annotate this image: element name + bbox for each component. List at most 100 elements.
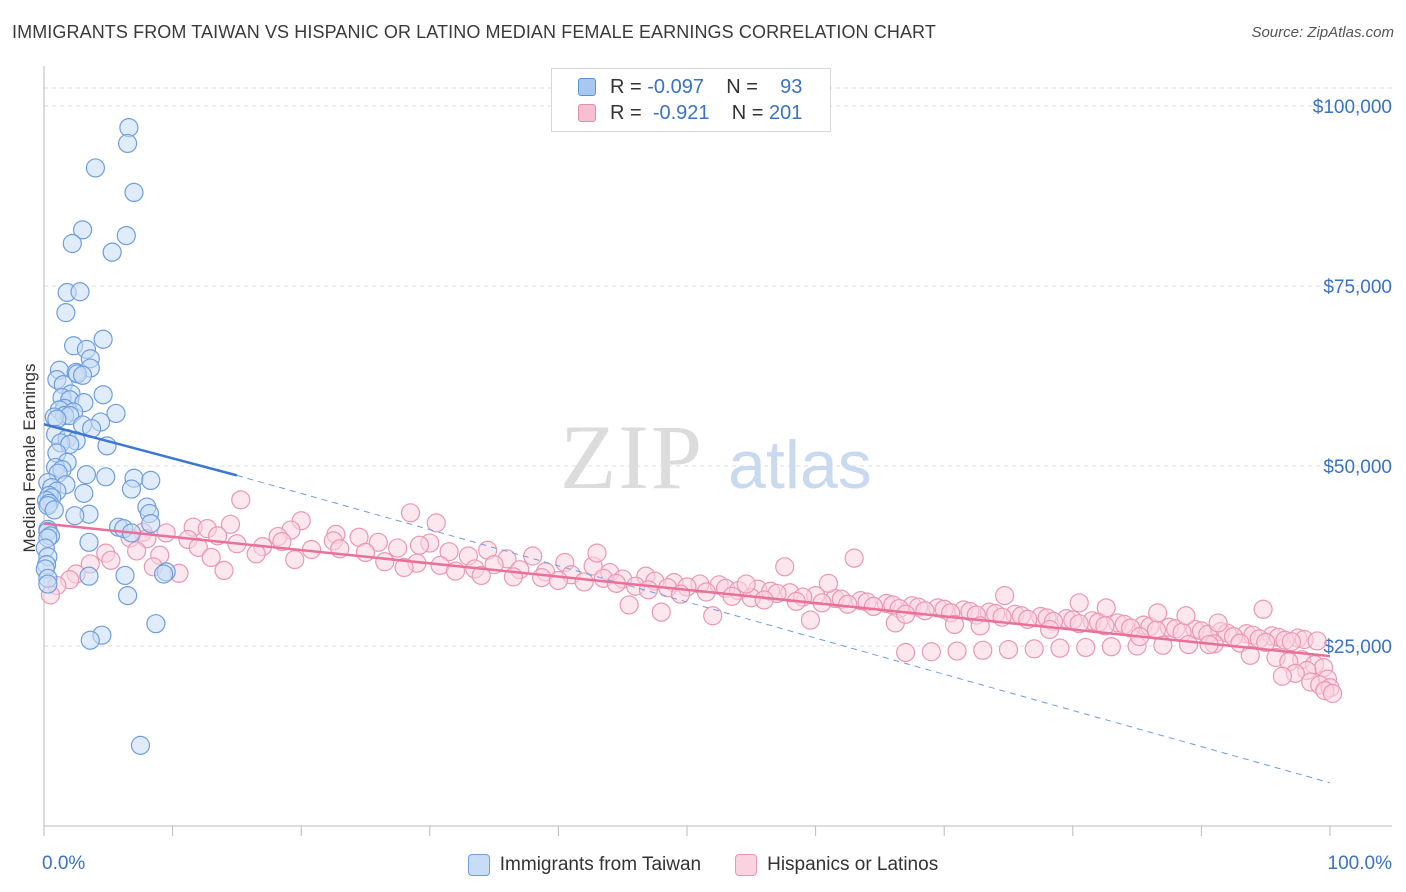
point-hispanics	[246, 544, 266, 564]
point-hispanics	[532, 567, 552, 588]
point-taiwan	[119, 117, 139, 138]
watermark-zip: ZIP	[560, 406, 704, 508]
point-taiwan	[141, 470, 161, 490]
point-hispanics	[915, 601, 935, 621]
point-hispanics	[703, 606, 723, 626]
point-hispanics	[523, 546, 543, 566]
series-legend-taiwan[interactable]: Immigrants from Taiwan	[467, 854, 702, 876]
legend-n-label: N =	[731, 101, 764, 124]
point-taiwan	[115, 565, 135, 586]
point-hispanics	[394, 557, 414, 578]
point-hispanics	[1256, 632, 1276, 653]
point-taiwan	[93, 385, 113, 405]
point-hispanics	[426, 513, 446, 533]
point-taiwan	[116, 226, 136, 246]
point-taiwan	[80, 630, 100, 650]
series-legend-label-taiwan: Immigrants from Taiwan	[499, 854, 702, 875]
point-hispanics	[548, 570, 569, 591]
point-hispanics	[1069, 614, 1089, 634]
point-taiwan	[72, 365, 93, 385]
point-taiwan	[141, 513, 161, 534]
point-hispanics	[863, 596, 884, 617]
point-hispanics	[1050, 638, 1070, 658]
point-taiwan	[153, 564, 174, 584]
series-taiwan-points	[35, 117, 176, 755]
point-hispanics	[651, 602, 671, 622]
y-tick-labels: $25,000 $50,000 $75,000 $100,000	[1313, 97, 1392, 658]
trend-line-hispanics	[43, 522, 1331, 658]
x-tick-label-min: 0.0%	[42, 853, 86, 874]
point-taiwan	[96, 467, 116, 487]
point-taiwan	[62, 233, 82, 254]
point-hispanics	[736, 574, 756, 594]
point-hispanics	[439, 542, 459, 562]
trend-line-taiwan	[43, 423, 238, 477]
point-hispanics	[1281, 632, 1302, 652]
point-hispanics	[944, 614, 965, 635]
series-legend-swatch-hispanics	[735, 854, 758, 876]
point-hispanics	[973, 640, 993, 660]
legend-row-hispanics: R = -0.921 N = 201	[578, 101, 802, 125]
point-hispanics	[844, 548, 864, 568]
y-axis-label: Median Female Earnings	[20, 363, 39, 553]
point-hispanics	[587, 543, 607, 563]
point-hispanics	[231, 490, 251, 510]
watermark: ZIP atlas	[560, 406, 872, 508]
point-taiwan	[74, 483, 94, 503]
point-taiwan	[121, 479, 142, 499]
point-hispanics	[1208, 613, 1228, 633]
point-taiwan	[146, 614, 166, 634]
point-hispanics	[838, 594, 858, 614]
series-hispanics-points	[40, 490, 1343, 704]
point-hispanics	[947, 641, 967, 661]
point-hispanics	[409, 535, 430, 555]
series-legend-swatch-taiwan	[467, 854, 490, 876]
axes	[43, 66, 1392, 836]
point-taiwan	[76, 465, 97, 485]
point-hispanics	[101, 550, 121, 570]
point-hispanics	[995, 585, 1015, 606]
watermark-atlas: atlas	[728, 427, 872, 503]
legend-r-label: R =	[610, 75, 642, 98]
point-taiwan	[38, 574, 58, 594]
point-hispanics	[574, 572, 594, 592]
point-hispanics	[998, 639, 1019, 660]
point-taiwan	[44, 500, 64, 520]
y-tick-label: $75,000	[1323, 277, 1392, 298]
point-taiwan	[106, 403, 126, 424]
point-taiwan	[70, 282, 90, 302]
chart-title: IMMIGRANTS FROM TAIWAN VS HISPANIC OR LA…	[12, 22, 936, 42]
point-hispanics	[214, 560, 234, 581]
point-hispanics	[775, 557, 795, 577]
point-hispanics	[156, 523, 176, 543]
legend-swatch-hispanics	[578, 104, 596, 122]
point-hispanics	[220, 514, 241, 534]
point-taiwan	[124, 182, 144, 202]
point-hispanics	[368, 532, 388, 552]
point-taiwan	[117, 585, 138, 606]
point-hispanics	[201, 547, 221, 568]
point-taiwan	[56, 303, 76, 323]
legend-swatch-taiwan	[578, 78, 596, 96]
point-hispanics	[1148, 603, 1168, 623]
point-taiwan	[93, 329, 113, 349]
point-hispanics	[272, 531, 292, 552]
x-tick-label-max: 100.0%	[1327, 853, 1392, 874]
point-taiwan	[72, 220, 93, 240]
point-hispanics	[400, 503, 421, 523]
point-taiwan	[79, 532, 99, 552]
point-hispanics	[355, 542, 376, 563]
legend-r-value: -0.921	[652, 101, 710, 124]
series-legend-hispanics[interactable]: Hispanics or Latinos	[735, 854, 938, 876]
y-tick-label: $100,000	[1313, 97, 1392, 118]
point-hispanics	[896, 642, 916, 663]
point-taiwan	[130, 735, 151, 755]
point-hispanics	[1024, 639, 1044, 659]
point-taiwan	[102, 242, 122, 262]
legend-row-taiwan: R = -0.097 N = 93	[578, 75, 802, 99]
point-hispanics	[1176, 606, 1196, 626]
point-hispanics	[1076, 637, 1096, 658]
point-hispanics	[126, 541, 147, 561]
source-label: Source: ZipAtlas.com	[1251, 24, 1394, 41]
